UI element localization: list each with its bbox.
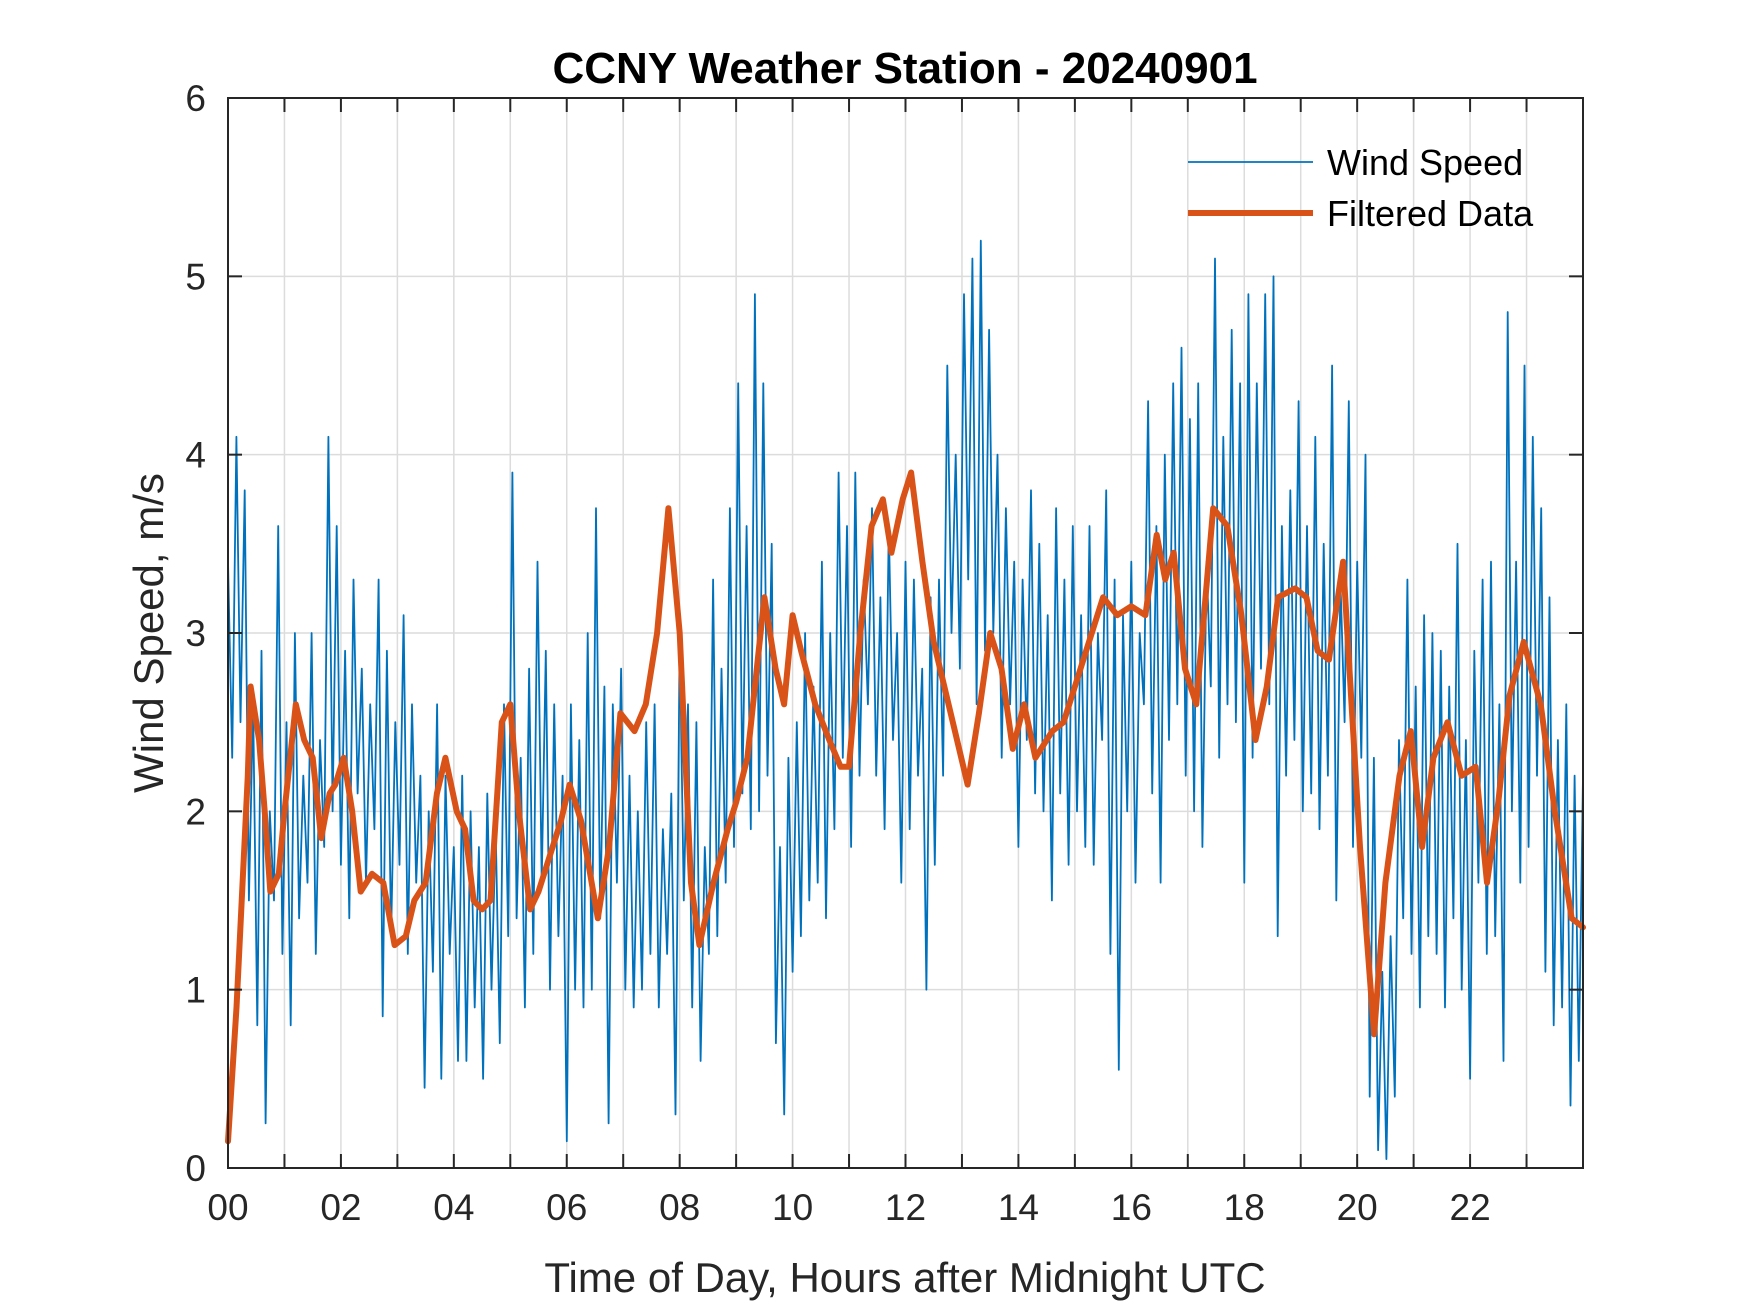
series-layer bbox=[225, 239, 1586, 1160]
y-tick-label: 4 bbox=[185, 435, 206, 476]
x-tick-label: 18 bbox=[1224, 1187, 1265, 1228]
y-tick-label: 3 bbox=[185, 613, 206, 654]
series-line-filtered-data bbox=[225, 469, 1586, 1145]
x-tick-label: 12 bbox=[885, 1187, 926, 1228]
tick-marks bbox=[228, 98, 1583, 1168]
x-tick-label: 08 bbox=[659, 1187, 700, 1228]
x-tick-label: 16 bbox=[1111, 1187, 1152, 1228]
x-tick-label: 10 bbox=[772, 1187, 813, 1228]
y-tick-label: 0 bbox=[185, 1148, 206, 1189]
x-axis-label: Time of Day, Hours after Midnight UTC bbox=[544, 1254, 1265, 1301]
y-tick-labels: 0 1 2 3 4 5 6 bbox=[185, 78, 206, 1189]
x-tick-label: 04 bbox=[433, 1187, 474, 1228]
y-tick-label: 5 bbox=[185, 256, 206, 297]
y-tick-label: 1 bbox=[185, 970, 206, 1011]
x-tick-label: 22 bbox=[1450, 1187, 1491, 1228]
x-tick-label: 14 bbox=[998, 1187, 1039, 1228]
series-line-wind-speed bbox=[227, 239, 1584, 1160]
x-tick-label: 02 bbox=[320, 1187, 361, 1228]
legend: Wind Speed Filtered Data bbox=[1188, 142, 1534, 234]
legend-label-filtered-data: Filtered Data bbox=[1327, 193, 1534, 234]
x-tick-label: 06 bbox=[546, 1187, 587, 1228]
x-tick-label: 00 bbox=[207, 1187, 248, 1228]
x-tick-labels: 00 02 04 06 08 10 12 14 16 18 20 22 bbox=[207, 1187, 1490, 1228]
y-tick-label: 6 bbox=[185, 78, 206, 119]
x-tick-label: 20 bbox=[1337, 1187, 1378, 1228]
y-axis-label: Wind Speed, m/s bbox=[125, 473, 172, 793]
y-tick-label: 2 bbox=[185, 791, 206, 832]
chart-title: CCNY Weather Station - 20240901 bbox=[552, 44, 1257, 93]
legend-label-wind-speed: Wind Speed bbox=[1327, 142, 1523, 183]
